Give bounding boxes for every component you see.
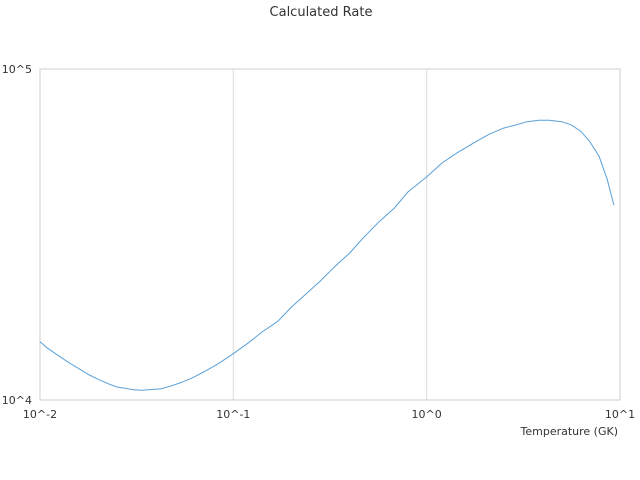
- x-tick-labels: 10^-2 10^-1 10^0 10^1: [23, 408, 635, 421]
- plot-area: [39, 68, 621, 401]
- series-line: [39, 119, 615, 391]
- x-tick-label: 10^-1: [216, 408, 250, 421]
- y-tick-label: 10^5: [2, 63, 32, 76]
- x-tick-label: 10^0: [412, 408, 442, 421]
- y-tick-label: 10^4: [2, 394, 32, 407]
- series-group: [39, 119, 615, 391]
- x-tick-label: 10^1: [605, 408, 635, 421]
- chart-title: Calculated Rate: [270, 5, 373, 20]
- y-tick-labels: 10^4 10^5: [2, 63, 32, 407]
- gridlines: [39, 68, 621, 401]
- x-tick-label: 10^-2: [23, 408, 57, 421]
- x-axis-label: Temperature (GK): [520, 425, 619, 438]
